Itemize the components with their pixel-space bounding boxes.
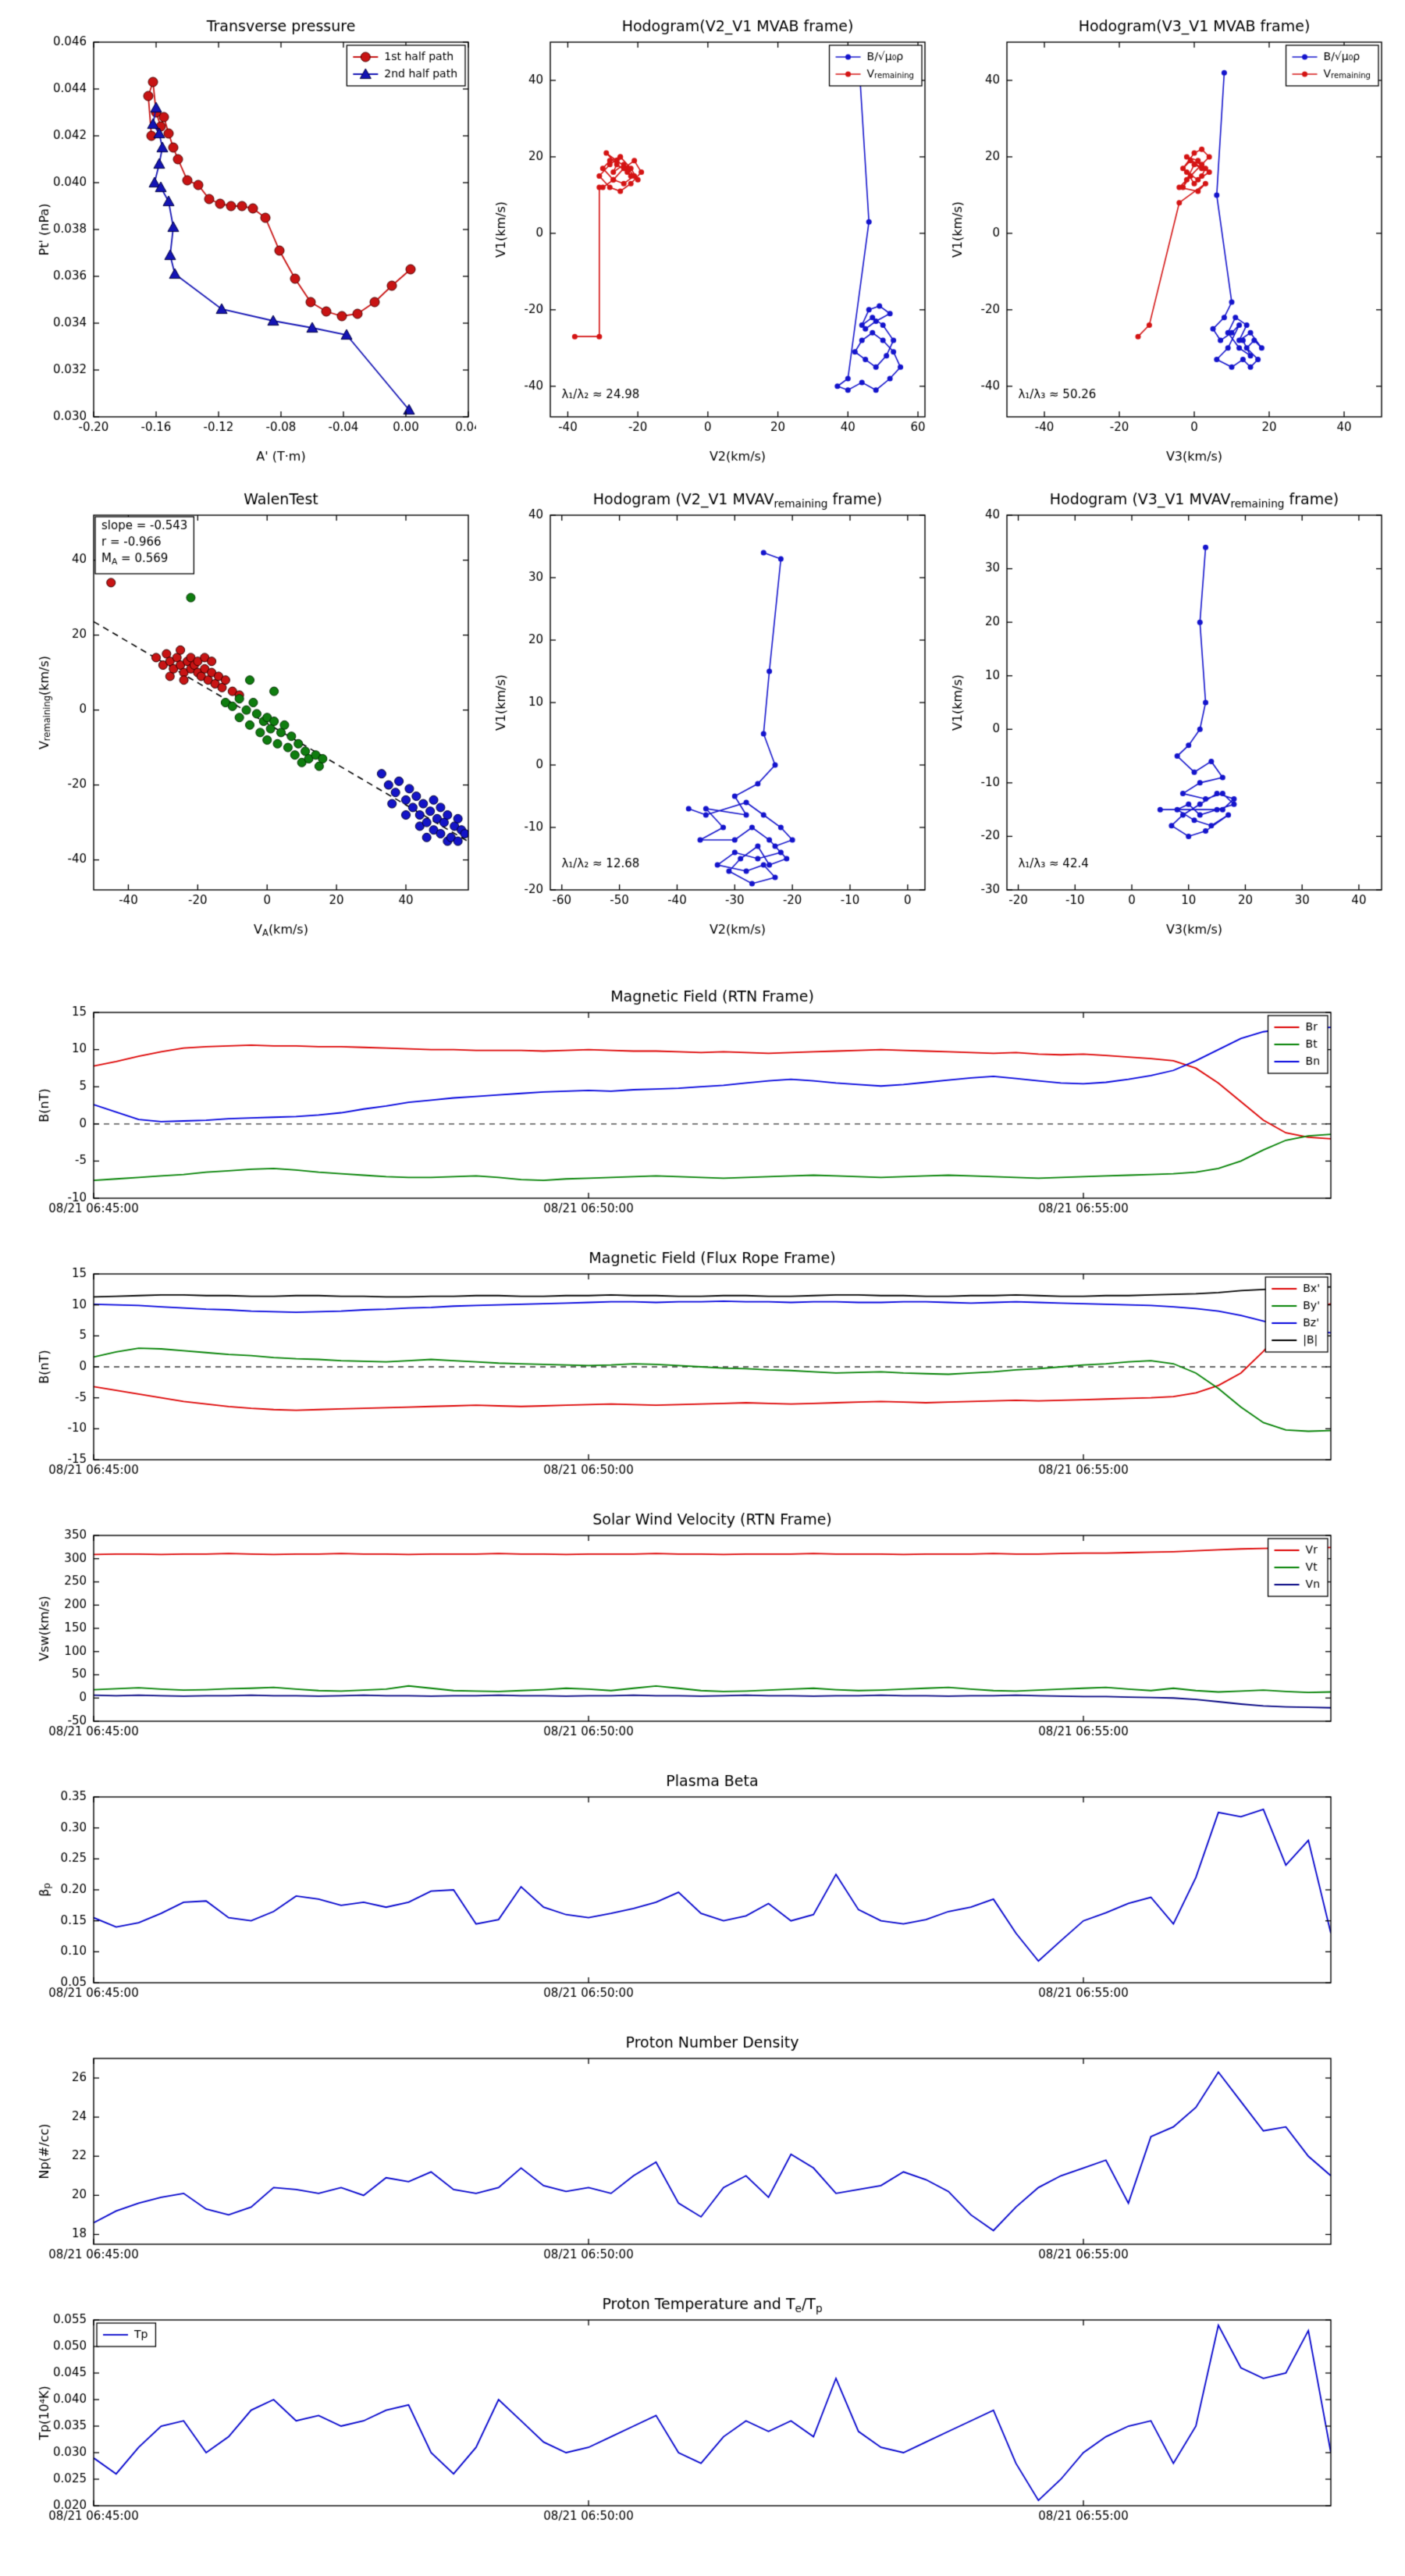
plot-proton-temperature <box>12 2287 1397 2545</box>
plot-hodogram-v3v1-mvav <box>933 482 1393 951</box>
plot-hodogram-v2v1-mvab <box>476 9 937 478</box>
plot-hodogram-v2v1-mvav <box>476 482 937 951</box>
plot-magnetic-field-rtn <box>12 980 1397 1237</box>
plot-magnetic-field-flux-rope <box>12 1241 1397 1499</box>
plot-proton-number-density <box>12 2026 1397 2283</box>
plot-walen-test <box>20 482 480 951</box>
plot-hodogram-v3v1-mvab <box>933 9 1393 478</box>
plot-transverse-pressure <box>20 9 480 478</box>
plot-plasma-beta <box>12 1764 1397 2022</box>
plot-solar-wind-velocity <box>12 1503 1397 1760</box>
